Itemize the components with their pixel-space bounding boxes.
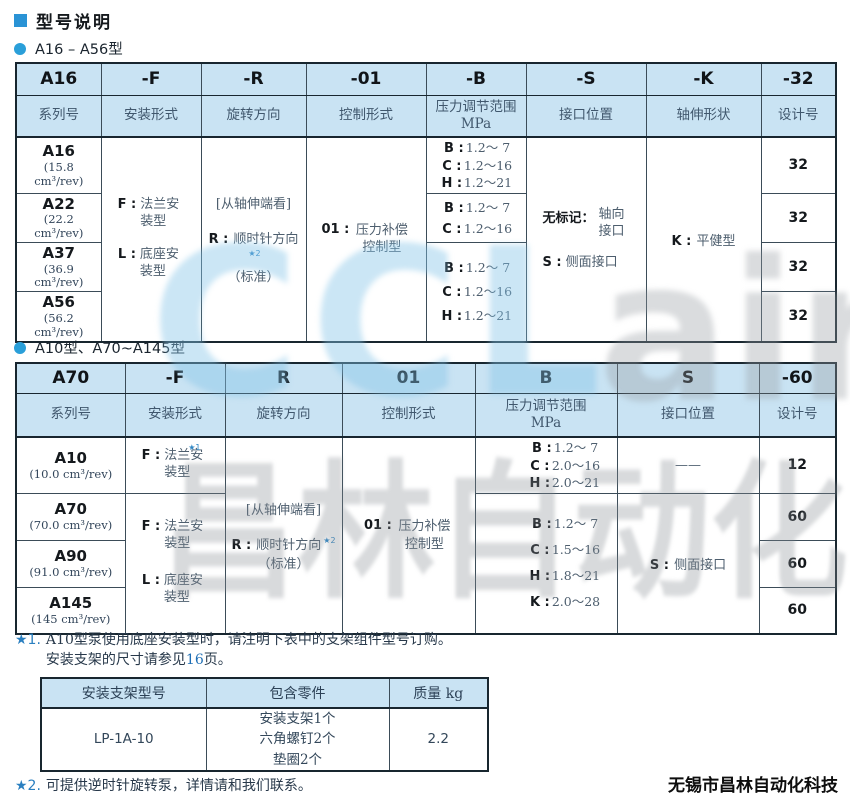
t1-header-shaft: 轴伸形状	[645, 94, 762, 138]
t2-header-mounting: 安装形式	[124, 392, 226, 438]
t1-design-a37: 32	[760, 241, 837, 293]
t2-pressure-a70-a145: B :1.2～ 7 C :1.5～16 H :1.8～21 K :2.0～28	[474, 492, 618, 635]
bracket-table: 安装支架型号 包含零件 质量 kg LP-1A-10 安装支架1个 六角螺钉2个…	[40, 677, 489, 772]
page-title-text: 型号说明	[36, 13, 112, 33]
t1-header-rotation: 旋转方向	[200, 94, 307, 138]
bracket-model: LP-1A-10	[40, 707, 207, 772]
t2-series-a10: A10 (10.0 cm³/rev)	[15, 436, 126, 494]
t2-design-a10: 12	[758, 436, 837, 494]
footnote-2-marker: ★2.	[15, 778, 41, 794]
t2-series-a145: A145 (145 cm³/rev)	[15, 586, 126, 635]
t1-code-shaft: -K	[645, 62, 762, 96]
footnote-1-line2: 安装支架的尺寸请参见16页。	[45, 652, 232, 668]
t1-header-pressure: 压力调节范围 MPa	[425, 94, 527, 138]
t1-control-cell: 01 : 压力补偿控制型	[305, 136, 427, 343]
t2-port-cell: S : 侧面接口	[616, 492, 760, 635]
title-square-bullet-icon	[14, 14, 27, 27]
footnote-2-star-ref: ★2	[248, 248, 261, 258]
t1-rotation-cell: [从轴伸端看] R : 顺时针方向★2 （标准）	[200, 136, 307, 343]
t2-series-a70: A70 (70.0 cm³/rev)	[15, 492, 126, 541]
page-16-link[interactable]: 16	[185, 652, 204, 668]
t2-header-series: 系列号	[15, 392, 126, 438]
t1-series-a56: A56 (56.2 cm³/rev)	[15, 291, 102, 343]
t1-header-mounting: 安装形式	[100, 94, 202, 138]
t1-design-a22: 32	[760, 192, 837, 243]
t1-port-cell: 无标记： 轴向接口 S : 侧面接口	[525, 136, 647, 343]
bracket-header-model: 安装支架型号	[40, 677, 207, 709]
bracket-header-parts: 包含零件	[205, 677, 390, 709]
t1-series-a22: A22 (22.2 cm³/rev)	[15, 192, 102, 243]
t1-pressure-a37-a56: B :1.2～ 7 C :1.2～16 H :1.2～21	[425, 241, 527, 343]
t2-code-mounting: -F	[124, 362, 226, 394]
t1-series-a16: A16 (15.8 cm³/rev)	[15, 136, 102, 194]
footnote-1-line1: A10型泵使用底座安装型时，请注明下表中的支架组件型号订购。	[45, 632, 452, 648]
t2-design-a145: 60	[758, 586, 837, 635]
t1-pressure-a16: B :1.2～ 7 C :1.2～16 H :1.2～21	[425, 136, 527, 194]
section-a16-a56-label: A16 – A56型	[35, 42, 123, 58]
t1-code-control: -01	[305, 62, 427, 96]
t2-header-rotation: 旋转方向	[224, 392, 343, 438]
footnote-2-star-ref: ★2	[323, 535, 336, 545]
t1-series-a37: A37 (36.9 cm³/rev)	[15, 241, 102, 293]
t2-mounting-cell: F : 法兰安装型 L : 底座安装型	[124, 492, 226, 635]
t2-port-a10: ——	[616, 436, 760, 494]
t1-shaft-cell: K : 平健型	[645, 136, 762, 343]
t1-code-design: -32	[760, 62, 837, 96]
footnote-1-marker: ★1.	[15, 632, 41, 648]
page-title: 型号说明	[14, 8, 112, 33]
table-a16-a56: A16 -F -R -01 -B -S -K -32 系列号 安装形式 旋转方向…	[15, 62, 837, 343]
section-a10-a70-a145: A10型、A70~A145型	[14, 337, 185, 358]
t1-design-a16: 32	[760, 136, 837, 194]
t2-header-pressure: 压力调节范围 MPa	[474, 392, 618, 438]
t1-code-port: -S	[525, 62, 647, 96]
footnote-2-text: 可提供逆时针旋转泵，详情请和我们联系。	[45, 778, 312, 794]
t2-header-design: 设计号	[758, 392, 837, 438]
t2-control-cell: 01 : 压力补偿控制型	[341, 436, 476, 635]
footnote-2: ★2. 可提供逆时针旋转泵，详情请和我们联系。	[15, 776, 312, 796]
t1-code-pressure: -B	[425, 62, 527, 96]
t2-design-a70: 60	[758, 492, 837, 541]
circle-bullet-icon	[14, 341, 26, 354]
t1-pressure-a22: B :1.2～ 7 C :1.2～16	[425, 192, 527, 243]
t1-header-series: 系列号	[15, 94, 102, 138]
t2-code-rotation: R	[224, 362, 343, 394]
t2-code-series: A70	[15, 362, 126, 394]
t2-code-control: 01	[341, 362, 476, 394]
t2-series-a90: A90 (91.0 cm³/rev)	[15, 539, 126, 588]
t1-header-control: 控制形式	[305, 94, 427, 138]
t1-code-series: A16	[15, 62, 102, 96]
t1-design-a56: 32	[760, 291, 837, 343]
footnote-1-star-ref: ★1	[188, 443, 201, 452]
table-a10-a70-a145: A70 -F R 01 B S -60 系列号 安装形式 旋转方向 控制形式 压…	[15, 362, 837, 635]
t2-code-port: S	[616, 362, 760, 394]
t2-rotation-cell: [从轴伸端看] R : 顺时针方向 ★2 （标准）	[224, 436, 343, 635]
t1-code-mounting: -F	[100, 62, 202, 96]
t2-mounting-a10: F : 法兰安装型 ★1	[124, 436, 226, 494]
t1-header-port: 接口位置	[525, 94, 647, 138]
bracket-parts: 安装支架1个 六角螺钉2个 垫圈2个	[205, 707, 390, 772]
t2-header-control: 控制形式	[341, 392, 476, 438]
circle-bullet-icon	[14, 42, 26, 55]
bracket-mass: 2.2	[388, 707, 489, 772]
t1-header-design: 设计号	[760, 94, 837, 138]
t2-header-port: 接口位置	[616, 392, 760, 438]
bracket-header-mass: 质量 kg	[388, 677, 489, 709]
section-a10-a70-a145-label: A10型、A70~A145型	[35, 341, 185, 357]
company-name: 无锡市昌林自动化科技	[668, 776, 838, 796]
t1-mounting-cell: F : 法兰安装型 L : 底座安装型	[100, 136, 202, 343]
t2-code-design: -60	[758, 362, 837, 394]
t2-pressure-a10: B :1.2～ 7 C :2.0～16 H :2.0～21	[474, 436, 618, 494]
footnote-1: ★1. A10型泵使用底座安装型时，请注明下表中的支架组件型号订购。 安装支架的…	[15, 630, 735, 670]
t1-code-rotation: -R	[200, 62, 307, 96]
section-a16-a56: A16 – A56型	[14, 38, 123, 59]
footnote-1-body: A10型泵使用底座安装型时，请注明下表中的支架组件型号订购。 安装支架的尺寸请参…	[46, 630, 452, 670]
t2-design-a90: 60	[758, 539, 837, 588]
t2-code-pressure: B	[474, 362, 618, 394]
